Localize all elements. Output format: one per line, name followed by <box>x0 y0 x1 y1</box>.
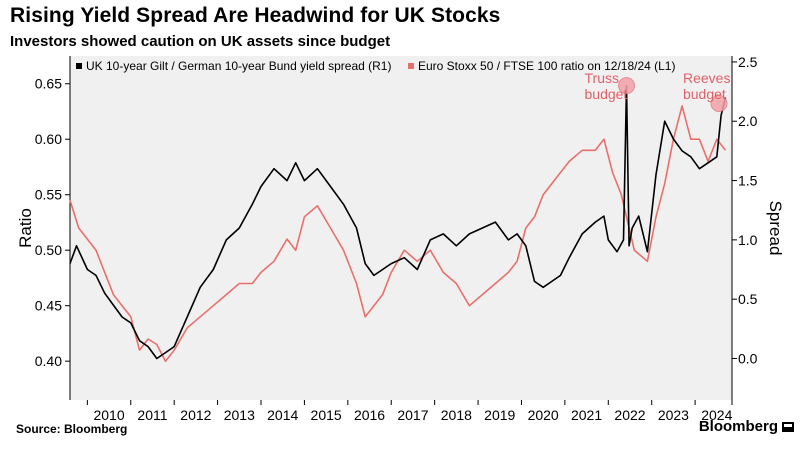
x-tick-label: 2010 <box>93 407 124 423</box>
x-tick-label: 2016 <box>354 407 385 423</box>
annotation-line-1: Truss <box>585 70 619 86</box>
left-tick-label: 0.65 <box>35 76 62 92</box>
x-tick-label: 2024 <box>701 407 732 423</box>
right-tick-label: 1.5 <box>738 173 758 189</box>
truss-budget-label: Truss budget <box>585 70 628 102</box>
left-tick-label: 0.45 <box>35 298 62 314</box>
page-title: Rising Yield Spread Are Headwind for UK … <box>10 4 501 27</box>
x-tick-label: 2019 <box>484 407 515 423</box>
x-tick-label: 2022 <box>614 407 645 423</box>
left-tick-label: 0.60 <box>35 131 62 147</box>
bloomberg-terminal-icon <box>782 422 794 432</box>
left-tick-label: 0.40 <box>35 353 62 369</box>
right-tick-label: 0.5 <box>738 291 758 307</box>
x-tick-label: 2021 <box>571 407 602 423</box>
reeves-budget-label: Reeves budget <box>683 70 730 102</box>
x-tick-label: 2023 <box>658 407 689 423</box>
page-subtitle: Investors showed caution on UK assets si… <box>10 33 391 50</box>
right-tick-label: 2.5 <box>738 54 758 70</box>
left-axis-label: Ratio <box>16 208 35 248</box>
reeves-budget-marker <box>710 94 728 112</box>
x-tick-label: 2014 <box>267 407 298 423</box>
x-tick-label: 2012 <box>180 407 211 423</box>
annotation-line-2: budget <box>585 86 628 102</box>
source-note: Source: Bloomberg <box>16 422 128 436</box>
left-tick-label: 0.55 <box>35 187 62 203</box>
right-tick-label: 2.0 <box>738 113 758 129</box>
x-tick-label: 2015 <box>311 407 342 423</box>
x-tick-label: 2011 <box>137 407 167 423</box>
x-tick-label: 2020 <box>528 407 559 423</box>
legend-label-ratio: Euro Stoxx 50 / FTSE 100 ratio on 12/18/… <box>418 59 675 73</box>
truss-budget-marker <box>618 77 636 95</box>
annotation-line-2: budget <box>683 86 726 102</box>
left-tick-label: 0.50 <box>35 242 62 258</box>
x-tick-label: 2017 <box>397 407 428 423</box>
annotation-line-1: Reeves <box>683 70 730 86</box>
spread-series-line <box>69 84 727 360</box>
x-tick-label: 2018 <box>441 407 472 423</box>
x-tick-label: 2013 <box>224 407 255 423</box>
right-tick-label: 0.0 <box>738 350 758 366</box>
right-axis-label: Spread <box>766 201 785 256</box>
legend-swatch-spread <box>76 63 82 69</box>
right-tick-label: 1.0 <box>738 232 758 248</box>
plot-area <box>70 56 732 400</box>
legend-swatch-ratio <box>408 63 414 69</box>
legend-label-spread: UK 10-year Gilt / German 10-year Bund yi… <box>86 59 391 73</box>
brand-logo: Bloomberg <box>698 418 778 435</box>
